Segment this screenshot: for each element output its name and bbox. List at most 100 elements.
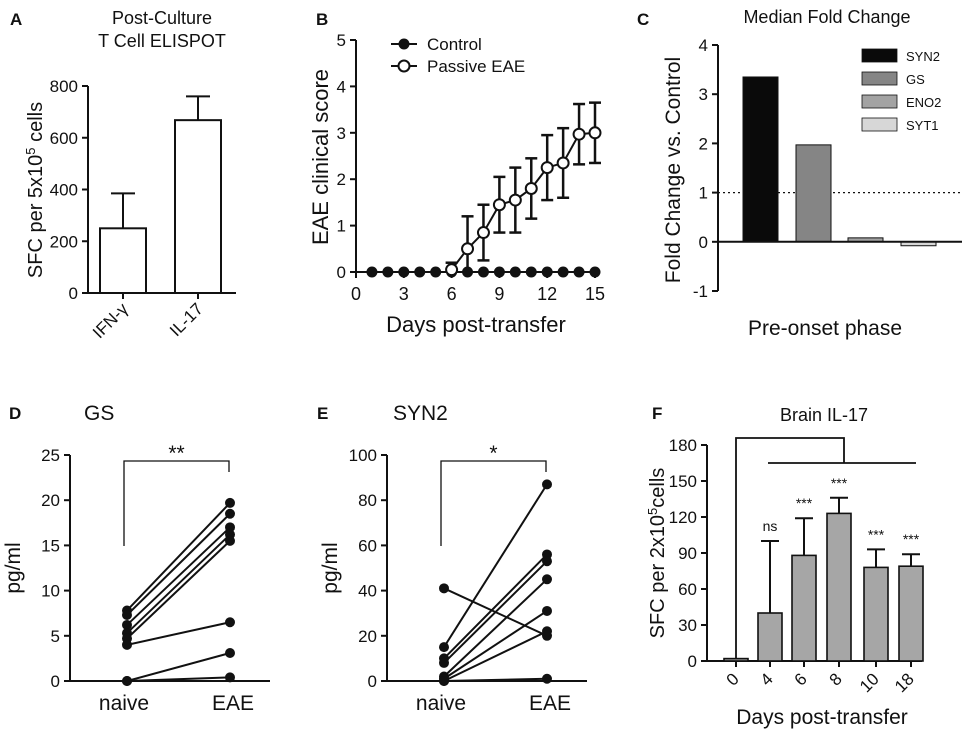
panel-f-significance-label: *** [796, 495, 813, 511]
panel-a-bar [99, 227, 147, 294]
panel-d-eae-point [225, 535, 235, 546]
panel-b-passive-eae-point [445, 263, 459, 277]
panel-d-pair-line [126, 652, 231, 682]
panel-b-control-point [398, 266, 410, 278]
panel-a-title-line1: Post-Culture [112, 8, 212, 28]
panel-d-y-tick-label: 0 [51, 672, 60, 691]
panel-d-significance-label: ** [168, 442, 184, 465]
panel-b-y-tick-label: 0 [337, 263, 346, 282]
panel-e-pair-line [443, 560, 548, 664]
panel-f-x-tick-label: 6 [791, 669, 811, 689]
panel-b-control-point [366, 266, 378, 278]
panel-d-naive-point [122, 676, 132, 686]
panel-d-pair-line [126, 676, 231, 682]
panel-e-label: E [317, 404, 328, 423]
panel-e-pair-line [443, 677, 548, 682]
panel-e-eae-point [542, 479, 552, 490]
panel-b-passive-eae-point [588, 126, 602, 140]
panel-a-x-tick-label: IFN-γ [89, 299, 132, 342]
panel-a-y-tick-label: 0 [69, 284, 78, 303]
panel-f-bar [826, 512, 852, 662]
panel-d-y-tick-label: 20 [41, 491, 60, 510]
panel-a-y-label-superscript: 5 [23, 147, 38, 154]
panel-f-y-tick-label: 30 [678, 616, 697, 635]
panel-a-x-tick-label: IL-17 [166, 299, 207, 340]
panel-b-legend-passive-eae-label: Passive EAE [427, 57, 525, 76]
panel-f-y-tick-label: 0 [688, 652, 697, 671]
panel-b-control-point [525, 266, 537, 278]
panel-b-passive-eae-point [540, 161, 554, 175]
panel-a-label: A [10, 10, 22, 29]
panel-b-passive-eae-point [476, 226, 490, 240]
panel-e-pair-line [443, 553, 548, 660]
panel-f-x-tick-label: 0 [723, 669, 743, 689]
panel-f-significance-label: ns [763, 518, 778, 534]
panel-e-pair-line [443, 483, 548, 648]
panel-a-title-line2: T Cell ELISPOT [98, 31, 226, 51]
panel-f-bar [723, 657, 749, 662]
panel-d-eae-point [225, 647, 235, 658]
panel-b-passive-eae-line [450, 131, 596, 271]
panel-b-y-tick-label: 5 [337, 31, 346, 50]
panel-f-comparison-bracket [735, 437, 845, 658]
panel-a-y-label: SFC per 5x105 cells [23, 102, 48, 278]
panel-c-y-label: Fold Change vs. Control [662, 57, 685, 283]
panel-e-naive-point [439, 676, 449, 686]
panel-e-y-label: pg/ml [319, 542, 342, 593]
panel-c-label: C [637, 10, 649, 29]
panel-b-x-tick-label: 12 [537, 284, 557, 304]
panel-b-control-point [509, 266, 521, 278]
panel-f-y-label-superscript: 5 [645, 508, 660, 515]
panel-c-bar-syn2 [742, 76, 779, 243]
panel-e-title: SYN2 [393, 402, 448, 425]
panel-b-control-point [557, 266, 569, 278]
panel-d-x-label-naive: naive [99, 692, 149, 715]
panel-c-title: Median Fold Change [743, 7, 910, 27]
panel-d-pair-line [126, 513, 231, 616]
panel-d-eae-point [225, 522, 235, 533]
panel-b-control-point [493, 266, 505, 278]
panel-c-y-tick-label: 1 [699, 184, 708, 203]
panel-b-x-tick-label: 6 [447, 284, 457, 304]
panel-f-x-tick-label: 10 [856, 669, 883, 696]
panel-b-control-point [414, 266, 426, 278]
panel-c-y-tick-label: -1 [693, 282, 708, 301]
panel-c-legend-swatch-syt1 [861, 117, 898, 132]
panel-e-pair-line [443, 610, 548, 680]
panel-d-y-tick-label: 10 [41, 582, 60, 601]
panel-e-naive-point [439, 583, 449, 594]
panel-d-pair-line [126, 621, 231, 646]
panel-f-y-tick-label: 60 [678, 580, 697, 599]
panel-d-pair-line [126, 533, 231, 634]
panel-d-eae-point [225, 672, 235, 683]
panel-f-bar [791, 554, 817, 662]
panel-b-legend-control-marker [398, 38, 410, 50]
panel-e-x-label-naive: naive [416, 692, 466, 715]
panel-d-eae-point [225, 497, 235, 508]
panel-d-eae-point [225, 617, 235, 628]
panel-b-legend-control-label: Control [427, 35, 482, 54]
panel-a-y-tick-label: 800 [50, 77, 78, 96]
panel-d-y-tick-label: 15 [41, 536, 60, 555]
panel-e-y-tick-label: 80 [358, 491, 377, 510]
panel-d-pair-line [126, 502, 231, 612]
panel-e-eae-point [542, 626, 552, 637]
panel-b-control-point [541, 266, 553, 278]
panel-f-y-tick-label: 180 [669, 436, 697, 455]
panel-f-y-label: SFC per 2x105cells [645, 468, 670, 639]
panel-e-y-tick-label: 0 [368, 672, 377, 691]
panel-f-x-tick-label: 4 [757, 669, 777, 689]
panel-c-legend-label-syt1: SYT1 [906, 118, 939, 133]
panel-b-passive-eae-point [508, 193, 522, 207]
panel-f-x-tick-label: 18 [891, 669, 918, 696]
panel-f-y-tick-label: 90 [678, 544, 697, 563]
panel-e-y-tick-label: 40 [358, 582, 377, 601]
panel-b-control-point [462, 266, 474, 278]
panel-b-passive-eae-point [556, 156, 570, 170]
panel-c-y-tick-label: 3 [699, 85, 708, 104]
panel-e-naive-point [439, 642, 449, 653]
panel-d-naive-point [122, 639, 132, 650]
panel-c-x-label: Pre-onset phase [748, 317, 902, 340]
panel-b-passive-eae-point [492, 198, 506, 212]
